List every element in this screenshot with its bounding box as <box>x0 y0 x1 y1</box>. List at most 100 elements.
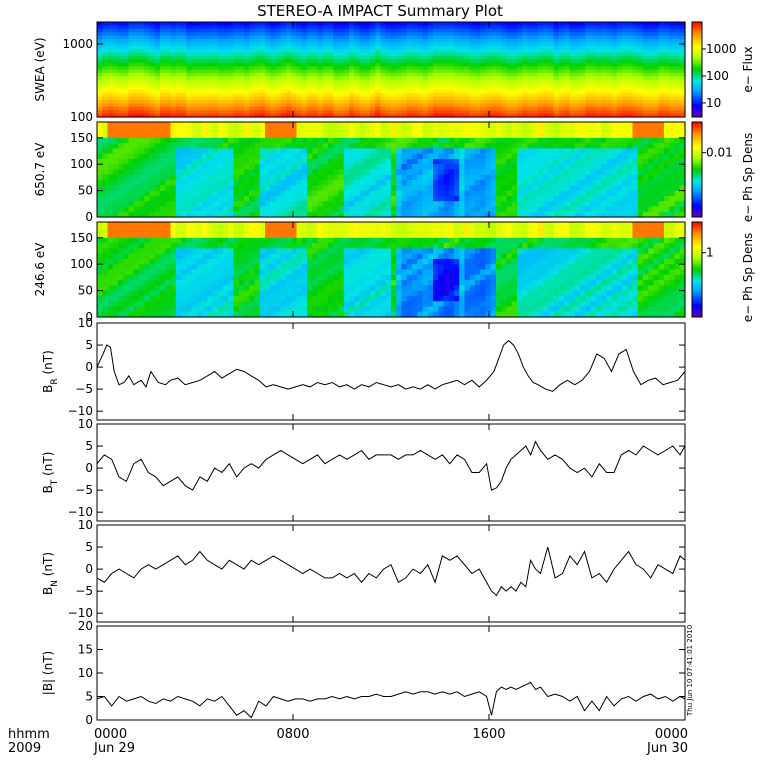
spectrogram-cell <box>202 206 208 212</box>
spectrogram-cell <box>181 49 187 53</box>
spectrogram-cell <box>407 143 413 149</box>
spectrogram-cell <box>391 159 397 165</box>
spectrogram-cell <box>307 191 313 197</box>
spectrogram-cell <box>528 148 534 154</box>
spectrogram-cell <box>181 133 187 139</box>
spectrogram-cell <box>186 196 192 202</box>
spectrogram-cell <box>480 138 486 144</box>
spectrogram-cell <box>402 138 408 144</box>
spectrogram-cell <box>218 191 224 197</box>
spectrogram-cell <box>486 154 492 160</box>
spectrogram-cell <box>186 127 192 133</box>
spectrogram-cell <box>475 148 481 154</box>
spectrogram-cell <box>171 164 177 170</box>
spectrogram-cell <box>312 122 318 128</box>
spectrogram-cell <box>312 185 318 191</box>
spectrogram-cell <box>412 86 418 90</box>
spectrogram-cell <box>491 73 497 77</box>
spectrogram-cell <box>386 191 392 197</box>
spectrogram-cell <box>370 180 376 186</box>
spectrogram-cell <box>150 122 156 128</box>
spectrogram-cell <box>118 138 124 144</box>
spectrogram-cell <box>97 97 103 101</box>
spectrogram-cell <box>234 73 240 77</box>
spectrogram-cell <box>648 49 654 53</box>
spectrogram-cell <box>470 175 476 181</box>
spectrogram-cell <box>213 39 219 43</box>
spectrogram-cell <box>580 122 586 128</box>
spectrogram-cell <box>160 86 166 90</box>
spectrogram-cell <box>522 170 528 176</box>
spectrogram-cell <box>129 206 135 212</box>
spectrogram-cell <box>102 170 108 176</box>
spectrogram-cell <box>197 138 203 144</box>
spectrogram-cell <box>669 110 675 114</box>
spectrogram-cell <box>360 122 366 128</box>
spectrogram-cell <box>517 122 523 128</box>
spectrogram-cell <box>664 63 670 67</box>
spectrogram-cell <box>360 39 366 43</box>
spectrogram-cell <box>396 148 402 154</box>
spectrogram-cell <box>507 170 513 176</box>
spectrogram-cell <box>234 159 240 165</box>
spectrogram-cell <box>365 138 371 144</box>
spectrogram-cell <box>113 175 119 181</box>
spectrogram-cell <box>433 133 439 139</box>
spectrogram-cell <box>302 201 308 207</box>
spectrogram-cell <box>606 63 612 67</box>
spectrogram-cell <box>654 97 660 101</box>
spectrogram-cell <box>260 127 266 133</box>
spectrogram-cell <box>491 25 497 29</box>
spectrogram-cell <box>213 97 219 101</box>
spectrogram-cell <box>517 73 523 77</box>
spectrogram-cell <box>465 133 471 139</box>
spectrogram-cell <box>533 175 539 181</box>
spectrogram-cell <box>454 180 460 186</box>
spectrogram-cell <box>549 122 555 128</box>
spectrogram-cell <box>118 180 124 186</box>
spectrogram-cell <box>181 138 187 144</box>
spectrogram-cell <box>155 154 161 160</box>
spectrogram-cell <box>559 138 565 144</box>
spectrogram-cell <box>533 86 539 90</box>
spectrogram-cell <box>286 185 292 191</box>
spectrogram-cell <box>533 201 539 207</box>
spectrogram-cell <box>202 138 208 144</box>
spectrogram-cell <box>139 201 145 207</box>
spectrogram-cell <box>601 148 607 154</box>
spectrogram-cell <box>176 185 182 191</box>
spectrogram-cell <box>554 164 560 170</box>
spectrogram-cell <box>370 138 376 144</box>
spectrogram-cell <box>155 86 161 90</box>
spectrogram-cell <box>585 143 591 149</box>
spectrogram-cell <box>428 196 434 202</box>
spectrogram-cell <box>386 97 392 101</box>
spectrogram-cell <box>570 143 576 149</box>
spectrogram-cell <box>501 159 507 165</box>
spectrogram-cell <box>360 196 366 202</box>
spectrogram-cell <box>281 97 287 101</box>
spectrogram-cell <box>375 206 381 212</box>
spectrogram-cell <box>129 138 135 144</box>
spectrogram-cell <box>223 97 229 101</box>
spectrogram-cell <box>596 201 602 207</box>
spectrogram-cell <box>633 39 639 43</box>
spectrogram-cell <box>260 73 266 77</box>
spectrogram-cell <box>339 175 345 181</box>
spectrogram-cell <box>354 110 360 114</box>
spectrogram-cell <box>97 154 103 160</box>
spectrogram-cell <box>391 86 397 90</box>
spectrogram-cell <box>239 164 245 170</box>
spectrogram-cell <box>270 97 276 101</box>
spectrogram-cell <box>470 138 476 144</box>
spectrogram-cell <box>255 127 261 133</box>
spectrogram-cell <box>412 127 418 133</box>
spectrogram-cell <box>559 164 565 170</box>
spectrogram-cell <box>423 86 429 90</box>
spectrogram-cell <box>522 122 528 128</box>
spectrogram-cell <box>307 127 313 133</box>
spectrogram-cell <box>239 148 245 154</box>
spectrogram-cell <box>260 63 266 67</box>
spectrogram-cell <box>108 73 114 77</box>
spectrogram-cell <box>612 185 618 191</box>
